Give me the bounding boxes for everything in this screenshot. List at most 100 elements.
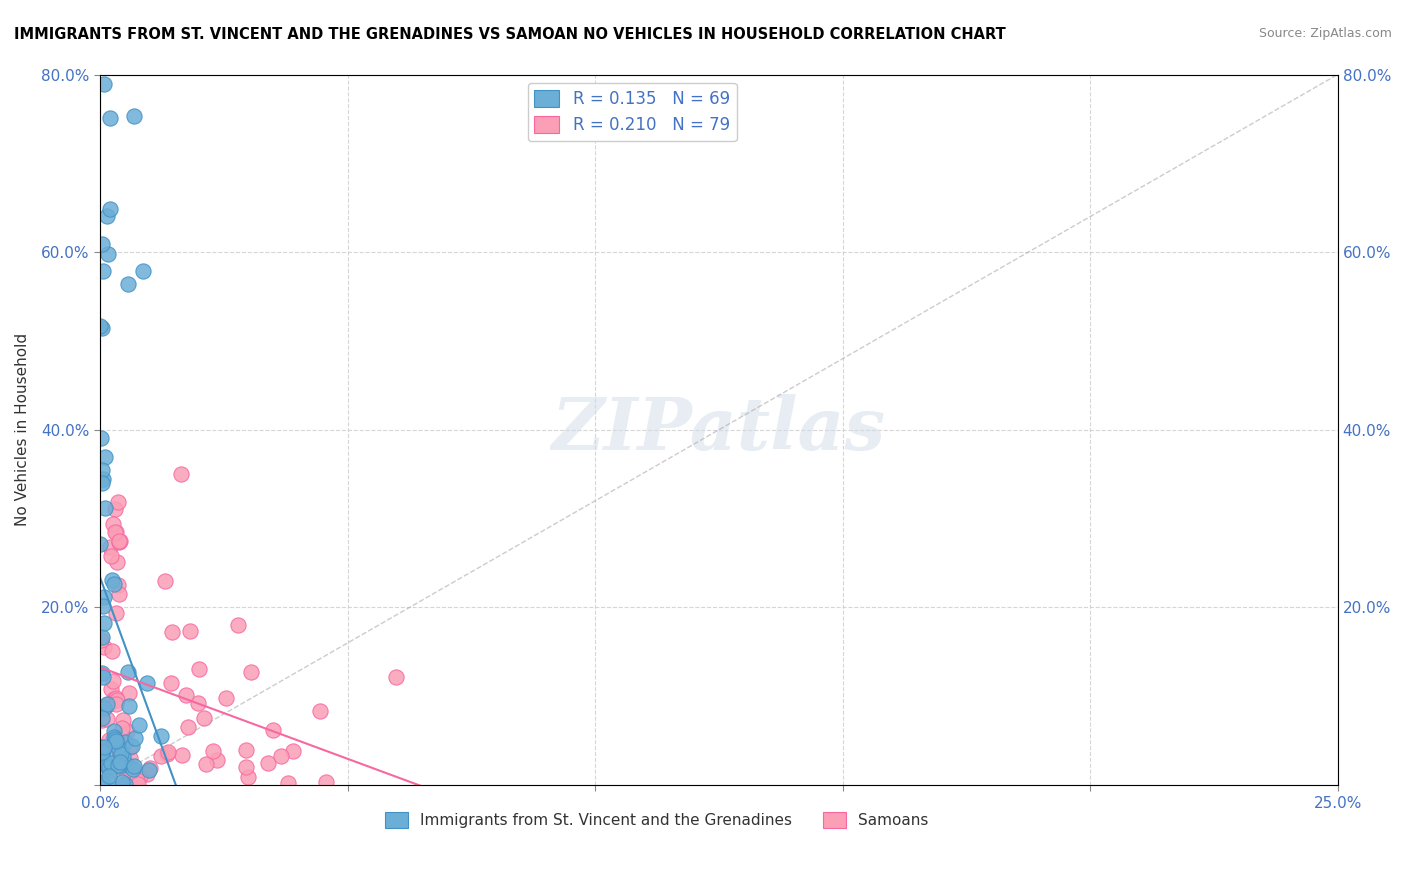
Point xyxy=(124,731,146,745)
Legend: Immigrants from St. Vincent and the Grenadines, Samoans: Immigrants from St. Vincent and the Gren… xyxy=(380,806,935,834)
Point xyxy=(100,573,122,587)
Point xyxy=(93,739,115,754)
Point xyxy=(108,533,131,548)
Point xyxy=(108,587,131,601)
Point xyxy=(108,535,131,549)
Point xyxy=(193,710,215,724)
Point xyxy=(127,777,149,791)
Point xyxy=(90,745,112,759)
Point xyxy=(89,319,111,334)
Point xyxy=(98,733,121,747)
Point xyxy=(103,724,125,739)
Point xyxy=(125,772,148,787)
Point xyxy=(256,756,278,770)
Point xyxy=(385,669,408,683)
Point xyxy=(97,774,120,789)
Point xyxy=(91,473,114,487)
Point xyxy=(104,690,127,705)
Point xyxy=(121,739,143,753)
Point xyxy=(90,476,112,491)
Point xyxy=(96,712,118,726)
Point xyxy=(162,625,184,640)
Point xyxy=(107,757,129,772)
Text: IMMIGRANTS FROM ST. VINCENT AND THE GRENADINES VS SAMOAN NO VEHICLES IN HOUSEHOL: IMMIGRANTS FROM ST. VINCENT AND THE GREN… xyxy=(14,27,1005,42)
Point xyxy=(235,743,257,757)
Point xyxy=(104,733,127,747)
Point xyxy=(277,776,299,790)
Point xyxy=(104,525,127,540)
Point xyxy=(136,767,159,781)
Point xyxy=(138,764,160,778)
Point xyxy=(91,670,114,684)
Point xyxy=(112,713,135,727)
Point xyxy=(103,577,125,591)
Point xyxy=(122,759,145,773)
Point xyxy=(93,615,115,630)
Point xyxy=(157,745,180,759)
Point xyxy=(101,673,124,688)
Point xyxy=(89,739,111,754)
Point xyxy=(201,744,224,758)
Point xyxy=(107,692,129,706)
Point xyxy=(139,761,162,775)
Point xyxy=(91,264,114,278)
Point xyxy=(96,697,118,711)
Point xyxy=(187,697,209,711)
Point xyxy=(114,777,136,791)
Point xyxy=(108,533,131,548)
Point xyxy=(107,578,129,592)
Point xyxy=(117,665,139,680)
Point xyxy=(90,320,112,334)
Point xyxy=(93,701,115,715)
Point xyxy=(236,770,259,784)
Point xyxy=(153,574,176,588)
Point xyxy=(94,756,117,770)
Point xyxy=(136,675,159,690)
Point xyxy=(91,237,114,252)
Point xyxy=(108,748,131,763)
Text: ZIPatlas: ZIPatlas xyxy=(551,394,886,466)
Point xyxy=(90,665,112,680)
Point xyxy=(97,246,120,260)
Point xyxy=(281,744,304,758)
Point xyxy=(108,751,131,765)
Point xyxy=(105,524,128,539)
Point xyxy=(120,751,142,765)
Point xyxy=(91,744,114,758)
Point xyxy=(107,555,129,569)
Point xyxy=(108,755,131,769)
Point xyxy=(101,517,124,532)
Point xyxy=(170,467,193,482)
Y-axis label: No Vehicles in Household: No Vehicles in Household xyxy=(15,334,30,526)
Point xyxy=(105,606,128,620)
Point xyxy=(309,704,332,718)
Point xyxy=(176,688,198,702)
Point xyxy=(100,549,122,563)
Point xyxy=(111,749,134,764)
Point xyxy=(177,720,200,734)
Point xyxy=(89,776,111,790)
Point xyxy=(93,767,115,781)
Point xyxy=(96,759,118,773)
Point xyxy=(262,723,284,737)
Point xyxy=(91,710,114,724)
Point xyxy=(93,590,115,604)
Point xyxy=(90,633,112,648)
Point xyxy=(101,733,124,747)
Point xyxy=(115,723,138,738)
Point xyxy=(235,760,257,774)
Point xyxy=(97,769,120,783)
Point xyxy=(103,692,125,706)
Point xyxy=(128,718,150,732)
Point xyxy=(195,757,218,772)
Point xyxy=(122,109,145,123)
Point xyxy=(111,721,134,735)
Point xyxy=(93,640,115,655)
Point xyxy=(104,502,127,516)
Point xyxy=(110,747,132,761)
Point xyxy=(214,690,236,705)
Point xyxy=(121,770,143,784)
Point xyxy=(90,776,112,790)
Point xyxy=(117,277,139,292)
Point xyxy=(94,450,117,464)
